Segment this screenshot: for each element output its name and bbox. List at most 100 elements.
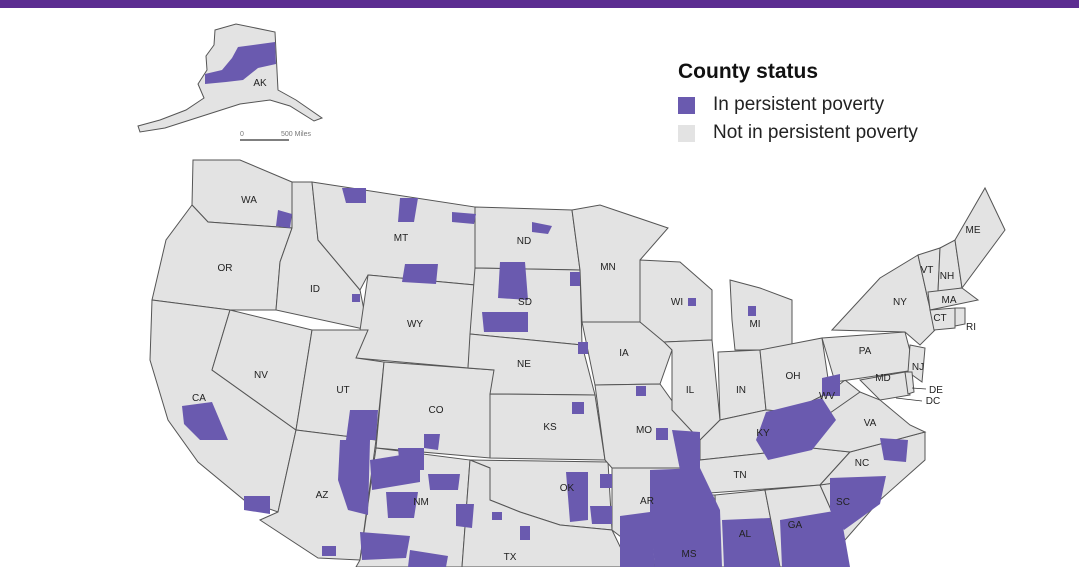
state-label: MI: [749, 319, 760, 330]
legend-label: In persistent poverty: [713, 94, 885, 115]
state-label: KY: [756, 428, 770, 439]
legend-swatch-poverty: [678, 96, 695, 114]
alaska-inset: [137, 23, 324, 141]
state-label: CO: [429, 405, 444, 416]
poverty-county: [408, 550, 448, 567]
state-label: SC: [836, 497, 850, 508]
poverty-county: [276, 210, 292, 228]
state-label: GA: [788, 520, 803, 531]
poverty-county: [456, 504, 474, 528]
leader-line: [911, 387, 927, 390]
poverty-county: [830, 476, 886, 530]
state-label: IN: [736, 385, 746, 396]
poverty-county: [352, 294, 360, 302]
state-label: IL: [686, 385, 695, 396]
state-label: MS: [682, 549, 697, 560]
state-label: CA: [192, 393, 206, 404]
state-label: RI: [966, 322, 976, 333]
poverty-county: [822, 374, 840, 396]
poverty-county: [780, 510, 850, 567]
state-label: NE: [517, 359, 531, 370]
ak-poverty-county: [205, 42, 276, 84]
state-label: OK: [560, 483, 575, 494]
state-label: NY: [893, 297, 907, 308]
legend-title: County status: [678, 60, 819, 83]
state-md: [858, 371, 911, 401]
state-mi: [729, 279, 793, 351]
state-label: AK: [253, 78, 267, 89]
poverty-county: [182, 402, 228, 440]
poverty-county: [342, 188, 366, 203]
state-label: ID: [310, 284, 320, 295]
state-label: MO: [636, 425, 652, 436]
poverty-county: [688, 298, 696, 306]
poverty-county: [578, 342, 588, 354]
poverty-county: [722, 518, 780, 567]
state-label: AL: [739, 529, 752, 540]
state-label: PA: [859, 346, 872, 357]
poverty-counties: [182, 188, 908, 567]
state-label: TN: [733, 470, 746, 481]
state-label: SD: [518, 297, 532, 308]
poverty-county: [492, 512, 502, 520]
state-label: AZ: [316, 490, 329, 501]
state-label: VA: [864, 418, 877, 429]
state-label: TX: [504, 552, 517, 563]
state-label: NJ: [912, 362, 924, 373]
poverty-county: [482, 312, 528, 332]
state-label: NH: [940, 271, 954, 282]
state-label: OR: [218, 263, 233, 274]
legend-label: Not in persistent poverty: [713, 122, 918, 143]
state-label: DC: [926, 396, 940, 407]
state-label: ND: [517, 236, 531, 247]
state-label: MN: [600, 262, 616, 273]
legend-swatch-not-poverty: [678, 124, 695, 142]
poverty-county: [566, 472, 588, 522]
poverty-county: [424, 434, 440, 450]
poverty-county: [360, 532, 410, 560]
poverty-county: [880, 438, 908, 462]
state-label: KS: [543, 422, 557, 433]
legend-item-not-poverty: Not in persistent poverty: [678, 122, 918, 144]
state-label: MD: [875, 373, 891, 384]
leader-line: [895, 397, 923, 402]
state-label: DE: [929, 385, 943, 396]
poverty-county: [620, 512, 655, 567]
poverty-county: [398, 198, 418, 222]
scale-start-label: 0: [240, 131, 244, 138]
poverty-county: [748, 306, 756, 316]
state-ny: [830, 254, 936, 346]
poverty-county: [532, 222, 552, 234]
state-label: ME: [966, 225, 981, 236]
state-ct: [929, 307, 956, 331]
state-label: NC: [855, 458, 869, 469]
poverty-county: [428, 474, 460, 490]
state-labels: AK WA OR CA ID NV MT WY UT AZ CO NM ND S…: [192, 78, 981, 563]
poverty-county: [590, 506, 612, 524]
poverty-county: [386, 492, 418, 518]
top-accent-bar: [0, 0, 1079, 8]
poverty-county: [756, 398, 836, 460]
poverty-county: [636, 386, 646, 396]
state-wa: [191, 159, 293, 229]
poverty-county: [650, 468, 722, 567]
poverty-county: [398, 448, 424, 470]
poverty-county: [572, 402, 584, 414]
legend: County status In persistent poverty Not …: [678, 60, 918, 150]
poverty-county: [338, 440, 370, 515]
state-de: [904, 371, 915, 395]
state-label: NM: [413, 497, 429, 508]
poverty-county: [520, 526, 530, 540]
state-label: WI: [671, 297, 683, 308]
state-ri: [954, 307, 966, 327]
state-label: VT: [921, 265, 934, 276]
poverty-county: [600, 474, 612, 488]
poverty-county: [656, 428, 668, 440]
state-label: WA: [241, 195, 257, 206]
state-label: MT: [394, 233, 408, 244]
state-label: AR: [640, 496, 654, 507]
state-label: IA: [619, 348, 629, 359]
state-label: CT: [933, 313, 946, 324]
state-label: UT: [336, 385, 349, 396]
